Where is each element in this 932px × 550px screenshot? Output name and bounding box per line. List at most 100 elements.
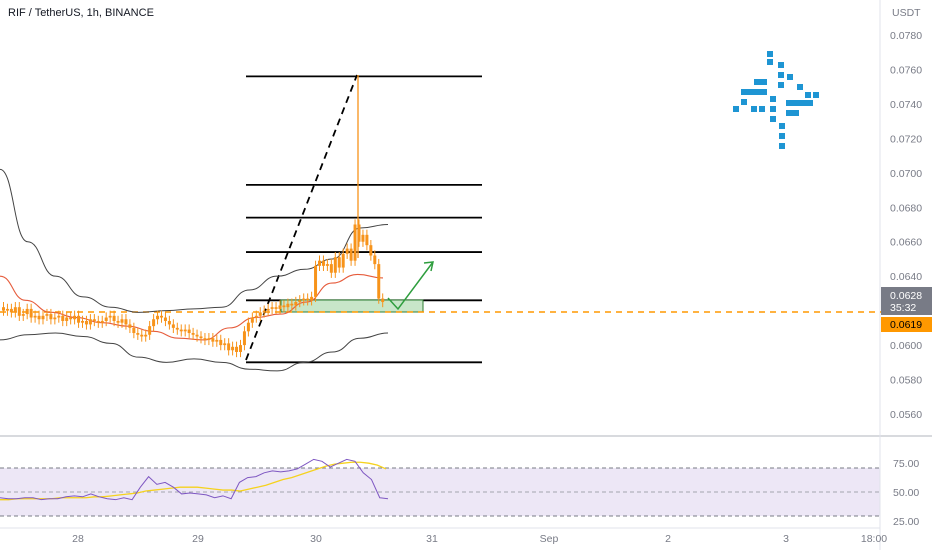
time-tick-label: 29 [192, 533, 204, 545]
candle-body [278, 305, 282, 309]
candle-body [207, 338, 211, 340]
time-tick-label: 18:00 [861, 533, 887, 545]
bb-upper-line [0, 168, 389, 313]
last-price-value: 0.0628 [890, 290, 922, 302]
candle-body [314, 265, 318, 297]
candle-body [148, 326, 152, 335]
candle-body [5, 308, 9, 311]
rsi-pane [0, 435, 932, 517]
price-tick-label: 0.0680 [890, 202, 922, 214]
candle-body [254, 315, 258, 318]
candle-body [13, 307, 17, 313]
candle-body [96, 320, 100, 323]
projection-arrow-head [423, 261, 434, 272]
price-tick-label: 0.0560 [890, 409, 922, 421]
candle-body [310, 296, 314, 301]
rsi-line [0, 458, 389, 501]
price-tick-label: 0.0640 [890, 271, 922, 283]
candle-body [357, 224, 361, 242]
brand-logo [733, 51, 819, 149]
candle-body [120, 319, 124, 323]
price-tick-label: 0.0740 [890, 99, 922, 111]
candle-body [369, 245, 373, 256]
candle-body [175, 327, 179, 330]
candle-body [167, 320, 171, 325]
candle-body [191, 333, 195, 335]
rsi-axis: 75.00 50.00 25.00 [893, 458, 919, 528]
candle-body [49, 314, 53, 320]
candle-body [187, 329, 191, 334]
rsi-tick-label: 50.00 [893, 487, 919, 499]
candle-body [325, 264, 329, 266]
time-tick-label: 2 [665, 533, 671, 545]
candle-body [81, 320, 84, 323]
candle-body [262, 310, 266, 313]
support-zone[interactable] [280, 299, 424, 313]
candle-body [341, 253, 345, 268]
candle-body [112, 315, 116, 321]
candle-body [124, 319, 128, 325]
candle-body [77, 315, 81, 323]
candle-body [21, 314, 25, 316]
candle-body [329, 264, 333, 273]
candle-body [73, 315, 77, 320]
price-tick-label: 0.0760 [890, 64, 922, 76]
candle-body [29, 308, 33, 318]
currency-label: USDT [892, 7, 921, 19]
candle-body [290, 303, 294, 306]
time-tick-label: 30 [310, 533, 322, 545]
rsi-tick-label: 75.00 [893, 458, 919, 470]
candle-body [41, 315, 45, 320]
price-tick-label: 0.0720 [890, 133, 922, 145]
time-tick-label: 28 [72, 533, 84, 545]
candle-body [92, 319, 96, 321]
candle-body [242, 331, 246, 346]
candle-body [136, 333, 140, 335]
candle-body [365, 234, 369, 246]
candle-body [140, 334, 144, 337]
candle-body [156, 315, 160, 320]
candle-body [353, 224, 357, 261]
candle-body [373, 255, 377, 265]
candle-body [361, 234, 365, 242]
countdown-value: 35:32 [890, 302, 916, 314]
price-tick-label: 0.0600 [890, 340, 922, 352]
rsi-tick-label: 25.00 [893, 516, 919, 528]
candle-body [152, 319, 156, 327]
candle-body [108, 315, 112, 318]
candle-body [104, 317, 108, 321]
candle-body [211, 338, 215, 342]
candle-body [321, 260, 325, 266]
price-tick-label: 0.0580 [890, 375, 922, 387]
price-tick-label: 0.0780 [890, 30, 922, 42]
candle-body [183, 329, 187, 332]
candle-body [337, 257, 341, 268]
candle-body [69, 317, 73, 320]
candle-body [195, 334, 199, 337]
candle-body [144, 334, 148, 337]
price-tick-label: 0.0700 [890, 168, 922, 180]
candle-body [100, 320, 104, 323]
candle-body [345, 248, 349, 254]
candles [2, 219, 385, 358]
time-tick-label: Sep [540, 533, 559, 545]
candle-body [25, 308, 29, 315]
candle-body [61, 315, 65, 321]
candle-body [318, 260, 321, 266]
candle-body [219, 339, 223, 346]
candle-body [160, 315, 163, 318]
projection-arrow[interactable] [387, 261, 434, 311]
price-axis[interactable]: 0.0780 0.0760 0.0740 0.0720 0.0700 0.0680 0.06… [890, 30, 922, 421]
candle-body [203, 338, 207, 340]
candle-body [33, 315, 37, 318]
last-price-tag: 0.0628 35:32 [881, 287, 932, 315]
time-tick-label: 3 [783, 533, 789, 545]
level-price-tag: 0.0619 [881, 317, 932, 332]
candle-body [128, 324, 132, 328]
candle-body [17, 307, 21, 316]
candle-body [227, 343, 231, 351]
rsi-band [0, 468, 880, 516]
candle-body [179, 329, 183, 332]
time-axis[interactable]: 28 29 30 31 Sep 2 3 18:00 [72, 533, 887, 545]
